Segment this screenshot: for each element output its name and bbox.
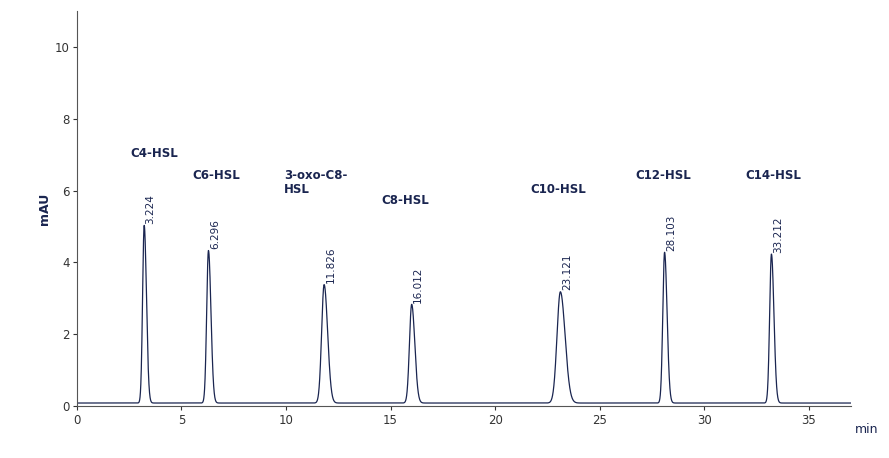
Text: 33.212: 33.212 bbox=[773, 216, 782, 253]
Text: C14-HSL: C14-HSL bbox=[745, 169, 801, 181]
Text: C12-HSL: C12-HSL bbox=[636, 169, 691, 181]
Y-axis label: mAU: mAU bbox=[37, 192, 51, 224]
Text: min: min bbox=[855, 423, 878, 436]
Text: C6-HSL: C6-HSL bbox=[193, 169, 241, 181]
Text: 3.224: 3.224 bbox=[146, 194, 156, 224]
Text: 6.296: 6.296 bbox=[210, 219, 220, 249]
Text: C8-HSL: C8-HSL bbox=[381, 194, 428, 207]
Text: C10-HSL: C10-HSL bbox=[531, 183, 587, 196]
Text: 23.121: 23.121 bbox=[562, 254, 572, 290]
Text: 28.103: 28.103 bbox=[666, 214, 676, 251]
Text: 3-oxo-C8-
HSL: 3-oxo-C8- HSL bbox=[284, 169, 348, 196]
Text: 16.012: 16.012 bbox=[413, 267, 423, 303]
Text: 11.826: 11.826 bbox=[325, 247, 335, 283]
Text: C4-HSL: C4-HSL bbox=[130, 147, 178, 160]
